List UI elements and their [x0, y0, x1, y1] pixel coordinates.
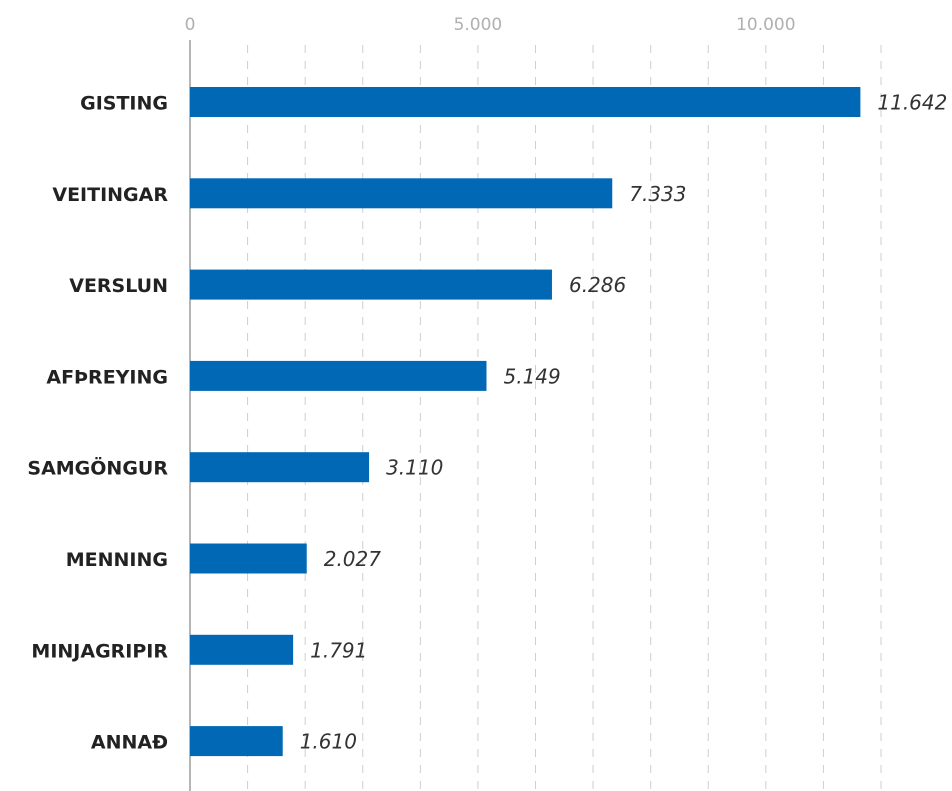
- category-label: MENNING: [66, 549, 168, 571]
- bar: [190, 269, 552, 300]
- bar: [190, 87, 861, 117]
- value-label: 3.110: [386, 456, 443, 480]
- bar: [190, 360, 487, 391]
- bar: [190, 726, 283, 757]
- value-label: 5.149: [503, 364, 560, 388]
- category-label: ANNAÐ: [91, 732, 168, 754]
- bar: [190, 178, 613, 209]
- bar: [190, 543, 307, 574]
- value-label: 1.791: [310, 638, 367, 662]
- value-label: 1.610: [300, 730, 357, 754]
- category-label: VERSLUN: [69, 275, 168, 297]
- value-label: 2.027: [324, 547, 382, 571]
- value-label: 7.333: [629, 182, 686, 206]
- category-label: MINJAGRIPIR: [31, 640, 168, 662]
- bar: [190, 452, 370, 483]
- value-label: 11.642: [877, 91, 947, 115]
- category-label: VEITINGAR: [52, 184, 168, 206]
- bar: [190, 634, 294, 665]
- x-tick-label: 0: [185, 15, 196, 35]
- x-tick-label: 5.000: [454, 15, 503, 35]
- category-label: AFÞREYING: [46, 366, 168, 388]
- category-label: GISTING: [80, 93, 168, 115]
- category-label: SAMGÖNGUR: [27, 456, 168, 480]
- x-tick-label: 10.000: [736, 15, 795, 35]
- value-label: 6.286: [569, 273, 626, 297]
